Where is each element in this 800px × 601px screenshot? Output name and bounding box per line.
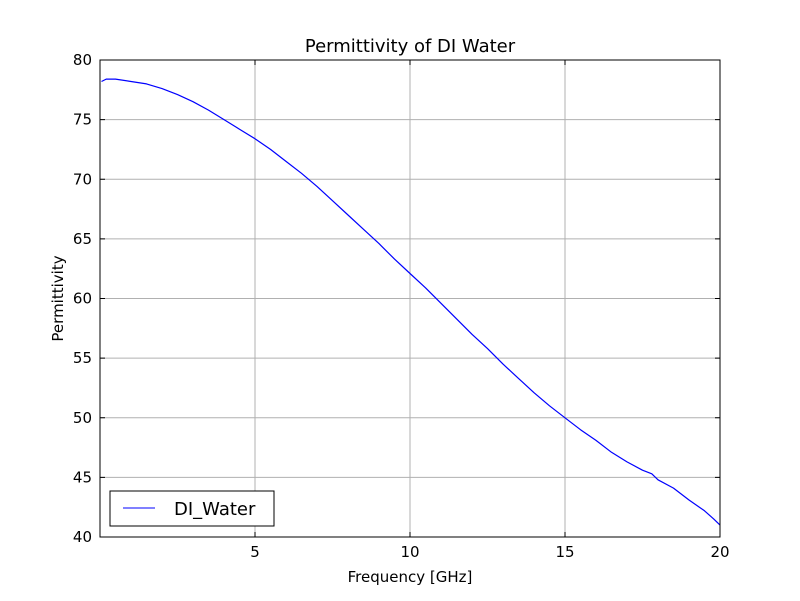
y-tick-label: 50 — [73, 409, 92, 427]
x-axis-label: Frequency [GHz] — [348, 568, 473, 586]
legend-label-di-water: DI_Water — [174, 499, 256, 520]
y-tick-label: 70 — [73, 170, 92, 188]
y-tick-label: 40 — [73, 528, 92, 546]
y-tick-label: 75 — [73, 111, 92, 129]
grid — [100, 60, 720, 537]
y-tick-label: 80 — [73, 51, 92, 69]
series-layer — [101, 78, 721, 526]
y-axis-label: Permittivity — [49, 255, 67, 341]
legend: DI_Water — [109, 490, 275, 527]
y-tick-label: 55 — [73, 349, 92, 367]
y-tick-label: 60 — [73, 290, 92, 308]
chart-title: Permittivity of DI Water — [305, 36, 516, 57]
x-tick-label: 20 — [710, 543, 729, 561]
x-tick-label: 5 — [250, 543, 260, 561]
y-tick-label: 65 — [73, 230, 92, 248]
x-tick-label: 10 — [400, 543, 419, 561]
series-line-di-water — [101, 78, 721, 526]
ticks: 5 10 15 20 40 45 50 55 60 65 70 75 80 — [73, 51, 730, 561]
x-tick-label: 15 — [555, 543, 574, 561]
y-tick-label: 45 — [73, 468, 92, 486]
